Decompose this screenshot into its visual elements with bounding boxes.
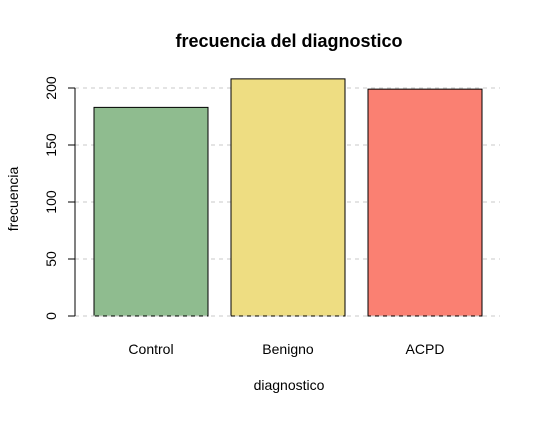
y-axis: 0 50 100 150 200 [43, 76, 75, 320]
category-label: ACPD [406, 341, 445, 357]
x-axis-label: diagnostico [254, 377, 325, 393]
category-label: Benigno [262, 341, 314, 357]
x-axis-category-labels: Control Benigno ACPD [128, 341, 444, 357]
bar-control [94, 107, 208, 316]
bars [75, 79, 500, 316]
y-axis-label: frecuencia [5, 166, 21, 231]
category-label: Control [128, 341, 173, 357]
y-tick-label: 150 [43, 133, 59, 157]
y-tick-label: 50 [43, 251, 59, 267]
y-tick-label: 200 [43, 76, 59, 100]
y-tick-label: 0 [43, 312, 59, 320]
bar-acpd [368, 89, 482, 316]
chart-title: frecuencia del diagnostico [175, 31, 402, 51]
bar-benigno [231, 79, 345, 316]
y-tick-label: 100 [43, 190, 59, 214]
